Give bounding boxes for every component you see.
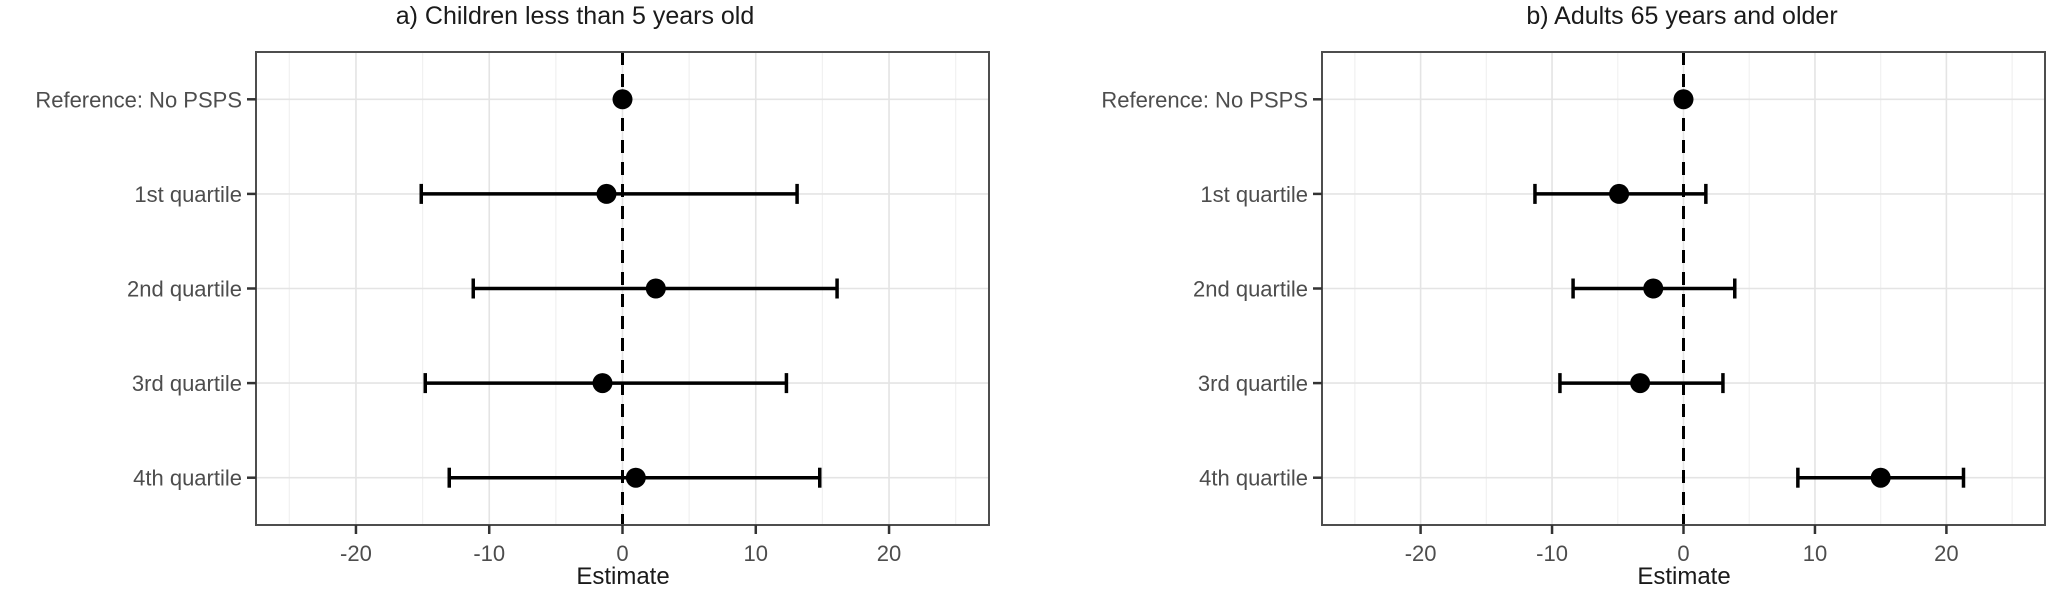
x-tick-label: -20: [340, 541, 372, 566]
y-axis-label: 1st quartile: [1200, 182, 1308, 207]
panel-a-title: a) Children less than 5 years old: [395, 2, 755, 30]
point-estimate: [592, 373, 613, 394]
point-estimate: [1630, 373, 1651, 394]
y-axis-label: Reference: No PSPS: [35, 87, 242, 112]
point-estimate: [1673, 89, 1694, 110]
point-estimate: [645, 278, 666, 299]
point-estimate: [596, 183, 617, 204]
x-tick-label: 0: [616, 541, 628, 566]
x-tick-label: 20: [1934, 541, 1958, 566]
y-axis-label: 3rd quartile: [132, 371, 242, 396]
y-axis-label: 4th quartile: [133, 466, 242, 491]
x-tick-label: -10: [473, 541, 505, 566]
panel-a-x-axis-title: Estimate: [576, 563, 670, 590]
panel-a: -20 -10 0 10 20 Reference: No PSPS 1st quartil…: [35, 51, 990, 566]
x-tick-label: 0: [1677, 541, 1689, 566]
y-axis-label: 2nd quartile: [1193, 277, 1308, 302]
x-tick-label: 20: [877, 541, 901, 566]
x-tick-label: -20: [1405, 541, 1437, 566]
point-estimate: [625, 467, 646, 488]
panel-b-title: b) Adults 65 years and older: [1526, 2, 1838, 30]
x-tick-label: 10: [744, 541, 768, 566]
panel-b: -20 -10 0 10 20 Reference: No PSPS 1st quartil…: [1101, 51, 2046, 566]
x-tick-label: 10: [1803, 541, 1827, 566]
point-estimate: [612, 89, 633, 110]
x-tick-label: -10: [1536, 541, 1568, 566]
y-axis-label: 1st quartile: [134, 182, 242, 207]
point-estimate: [1609, 183, 1630, 204]
y-axis-label: Reference: No PSPS: [1101, 87, 1308, 112]
y-axis-label: 4th quartile: [1199, 466, 1308, 491]
y-axis-label: 3rd quartile: [1198, 371, 1308, 396]
point-estimate: [1870, 467, 1891, 488]
point-estimate: [1643, 278, 1664, 299]
y-axis-label: 2nd quartile: [127, 277, 242, 302]
panel-b-x-axis-title: Estimate: [1637, 563, 1731, 590]
